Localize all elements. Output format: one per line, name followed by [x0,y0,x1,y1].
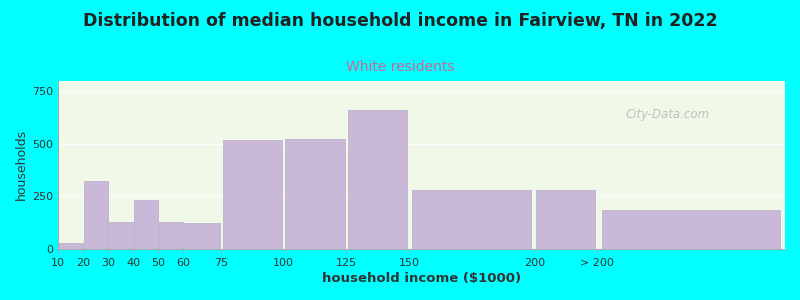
Bar [286,139,345,249]
Bar [615,81,785,249]
Bar [470,81,785,249]
Bar [536,190,595,249]
Bar [530,81,785,249]
Bar [506,81,785,249]
Bar [494,81,785,249]
Bar [84,181,108,249]
Bar [348,110,407,249]
Bar [700,81,785,249]
Bar [579,81,785,249]
Bar [482,81,785,249]
Bar [602,210,780,249]
Bar [688,81,785,249]
Bar [159,221,183,249]
Text: White residents: White residents [346,60,454,74]
Bar [664,81,785,249]
Bar [518,81,785,249]
Bar [412,190,531,249]
Bar [640,81,785,249]
Bar [58,242,82,249]
Bar [373,81,785,249]
Text: Distribution of median household income in Fairview, TN in 2022: Distribution of median household income … [82,12,718,30]
Bar [422,81,785,249]
X-axis label: household income ($1000): household income ($1000) [322,272,521,285]
Bar [567,81,785,249]
Bar [109,221,133,249]
Bar [398,81,785,249]
Text: City-Data.com: City-Data.com [625,108,710,121]
Bar [603,81,785,249]
Bar [361,81,785,249]
Y-axis label: households: households [15,129,28,200]
Bar [446,81,785,249]
Bar [134,200,158,249]
Bar [555,81,785,249]
Bar [349,81,785,249]
Bar [652,81,785,249]
Bar [222,140,282,249]
Bar [386,81,785,249]
Bar [458,81,785,249]
Bar [410,81,785,249]
Bar [542,81,785,249]
Bar [591,81,785,249]
Bar [434,81,785,249]
Bar [185,223,220,249]
Bar [627,81,785,249]
Bar [676,81,785,249]
